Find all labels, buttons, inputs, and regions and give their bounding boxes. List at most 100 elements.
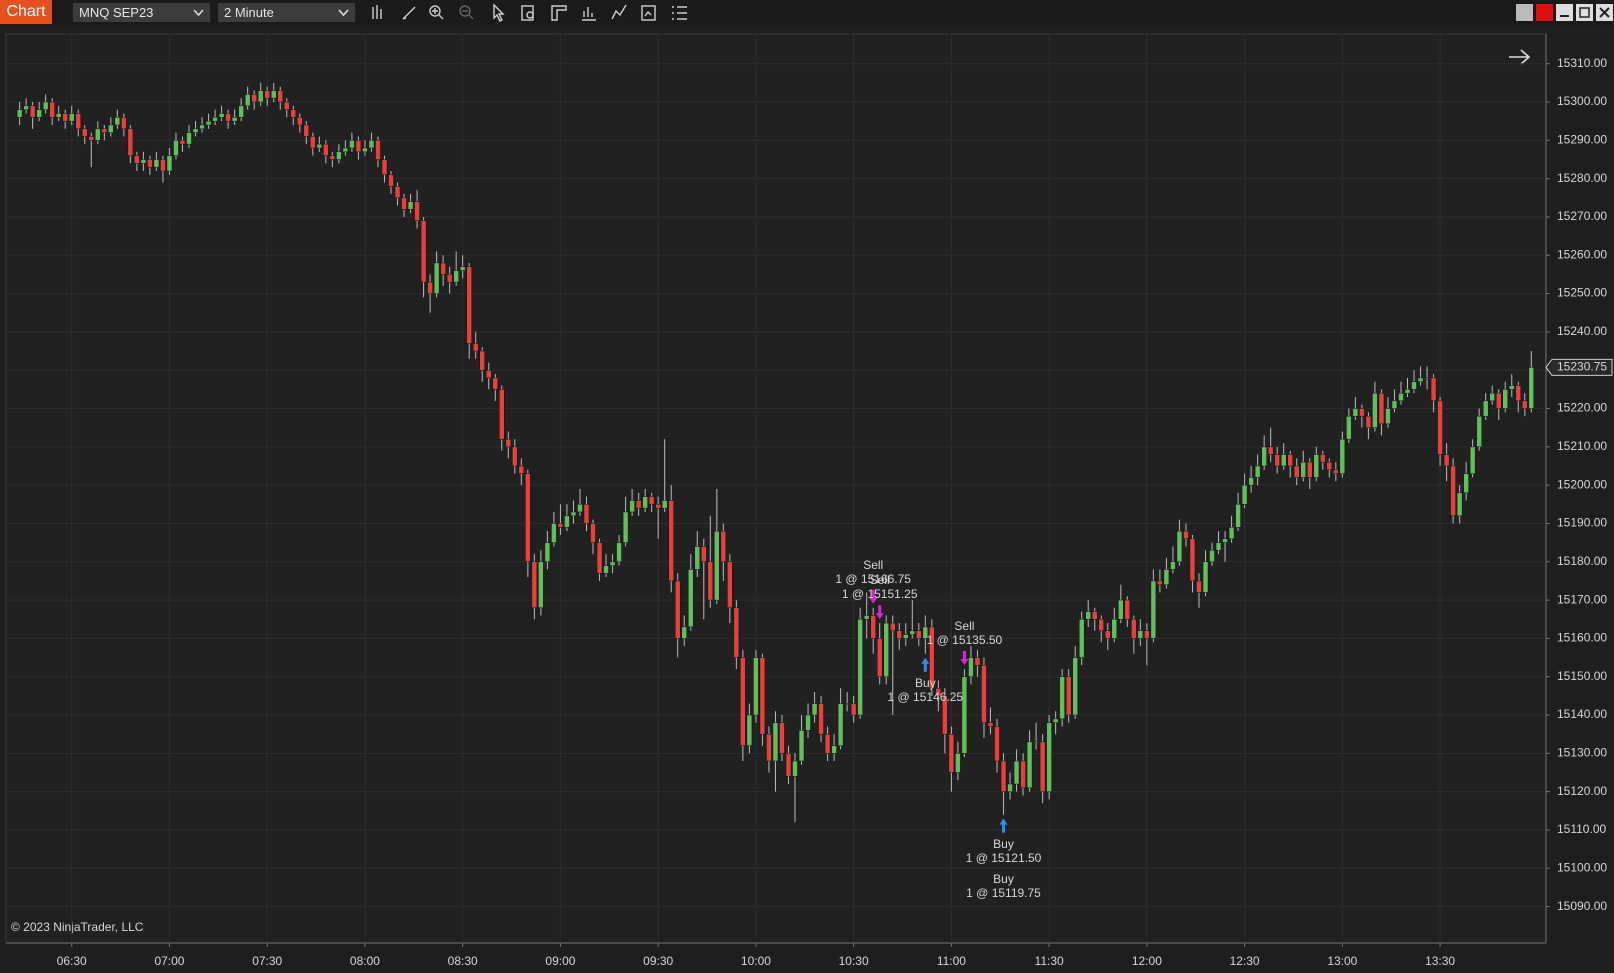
candle-body [492,377,499,390]
candle-body [746,714,753,746]
candle-body [1320,454,1326,463]
candle-body [1469,446,1476,474]
candle-body [264,90,270,99]
candle-body [192,128,199,133]
candle-body [1111,618,1118,639]
candle-body [590,523,596,543]
candle-body [1235,504,1241,528]
x-tick-label: 11:30 [1035,954,1064,968]
x-tick-label: 08:30 [448,954,478,968]
candle-body [160,159,166,172]
y-tick-label: 15130.00 [1557,746,1607,760]
zoom-out-icon[interactable] [459,5,474,20]
candle-body [1020,760,1026,789]
copyright: © 2023 NinjaTrader, LLC [11,920,144,934]
execution-action: Buy [915,676,936,690]
x-tick-label: 12:30 [1230,954,1260,968]
list-icon[interactable] [672,6,687,20]
minimize-button[interactable] [1556,4,1573,21]
candle-body [922,626,929,639]
zoom-in-icon[interactable] [429,5,444,20]
candle-body [603,565,609,574]
candle-body [375,140,381,160]
candle-body [270,90,277,99]
candle-body [694,546,701,570]
candle-body [238,105,244,118]
candle-body [661,500,668,509]
candle-body [805,714,811,731]
execution-action: Buy [993,837,1014,851]
candle-body [1515,385,1522,402]
execution-label: 1 @ 15119.75 [966,886,1041,900]
candle-body [453,270,459,283]
templates-icon[interactable] [641,5,656,21]
maximize-button[interactable] [1576,4,1593,21]
x-tick-label: 13:00 [1327,954,1357,968]
properties-icon[interactable] [551,5,567,21]
candle-body [981,664,987,723]
candle-body [909,630,916,635]
candle-body [1059,676,1065,720]
candle-body [987,722,994,727]
bars-icon[interactable] [372,5,382,19]
interval-selector[interactable]: 2 Minute [218,3,355,22]
candle-body [857,618,863,716]
candle-body [29,105,36,118]
scroll-to-end[interactable] [1509,49,1531,65]
candle-body [388,174,394,187]
candle-body [707,561,714,601]
price-marker [1545,358,1613,376]
indicators-icon[interactable] [582,7,596,21]
y-tick-label: 15250.00 [1557,286,1607,300]
buy-arrow [999,818,1008,833]
candle-body [1476,415,1482,448]
candle-body [779,722,785,754]
chart-tab[interactable]: Chart [0,0,52,24]
candle-body [277,90,283,103]
candle-body [466,266,472,344]
candle-body [179,140,186,145]
candle-body [349,140,355,149]
candle-body [1359,408,1365,417]
y-tick-label: 15160.00 [1557,631,1607,645]
candle-body [173,140,179,156]
candle-body [518,465,525,474]
pointer-icon[interactable] [493,3,505,22]
candle-body [1091,611,1098,620]
y-tick-label: 15100.00 [1557,860,1607,874]
strategy-icon[interactable] [611,4,627,20]
candle-body [531,561,538,609]
candle-body [1196,580,1202,593]
candle-body [153,159,160,168]
candle-body [140,159,147,164]
instrument-selector[interactable]: MNQ SEP23 [73,3,210,22]
candle-body [622,511,629,543]
window-button[interactable] [1516,4,1533,21]
candle-body [101,128,108,133]
instrument: MNQ SEP23 [79,5,154,20]
candle-body [1404,389,1411,394]
candle-body [1528,367,1535,409]
candle-body [1254,465,1261,478]
candle-body [1502,389,1508,409]
x-tick-label: 09:30 [643,954,673,968]
y-tick-label: 15140.00 [1557,707,1607,721]
candle-body [1267,446,1274,455]
candle-body [1072,657,1078,716]
candle-body [968,657,974,677]
candle-body [609,561,616,566]
candle-body [753,657,759,716]
candle-body [792,760,798,777]
y-tick-label: 15220.00 [1557,401,1607,415]
candle-body [1326,461,1333,471]
data-box-icon[interactable] [521,5,534,21]
candle-body [557,523,564,528]
candle-body [1287,454,1293,467]
window-button[interactable] [1536,4,1553,21]
candle-body [1398,392,1404,402]
draw-icon[interactable] [402,6,416,20]
candle-body [284,101,290,110]
candle-body [583,504,590,524]
candle-body [316,143,323,149]
